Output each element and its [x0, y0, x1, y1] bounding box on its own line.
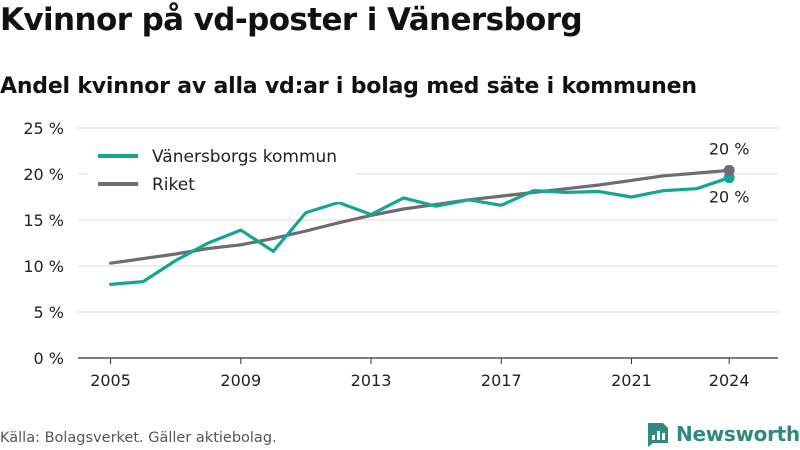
- x-tick-label: 2013: [351, 371, 392, 390]
- x-tick-label: 2005: [90, 371, 131, 390]
- newsworthy-logo-icon: [648, 423, 668, 447]
- chart-title: Kvinnor på vd-poster i Vänersborg: [0, 2, 583, 38]
- series-line-vanersborg: [109, 176, 731, 286]
- x-tick-label: 2017: [481, 371, 522, 390]
- y-tick-label: 5 %: [34, 303, 64, 322]
- end-point-riket: [723, 164, 735, 176]
- y-tick-label: 0 %: [34, 349, 64, 368]
- x-tick-label: 2009: [220, 371, 261, 390]
- y-tick-label: 20 %: [23, 165, 64, 184]
- y-tick-label: 15 %: [23, 211, 64, 230]
- x-tick-label: 2021: [611, 371, 652, 390]
- end-label-vanersborg: 20 %: [709, 188, 750, 207]
- legend-background: [88, 140, 356, 202]
- legend-label-riket: Riket: [152, 175, 195, 195]
- chart-subtitle: Andel kvinnor av alla vd:ar i bolag med …: [0, 74, 697, 99]
- x-tick-label: 2024: [709, 371, 750, 390]
- brand-logo[interactable]: Newsworthy: [644, 420, 800, 448]
- y-tick-label: 10 %: [23, 257, 64, 276]
- legend-label-vanersborg: Vänersborgs kommun: [152, 147, 337, 167]
- line-chart: 0 % 5 % 10 % 15 % 20 % 25 % 2005 2009 2013 2017 20…: [23, 119, 778, 390]
- y-tick-label: 25 %: [23, 119, 64, 138]
- source-note: Källa: Bolagsverket. Gäller aktiebolag.: [0, 430, 277, 446]
- brand-name: Newsworthy: [676, 422, 800, 446]
- end-label-riket: 20 %: [709, 139, 750, 158]
- series-line-riket: [109, 168, 731, 265]
